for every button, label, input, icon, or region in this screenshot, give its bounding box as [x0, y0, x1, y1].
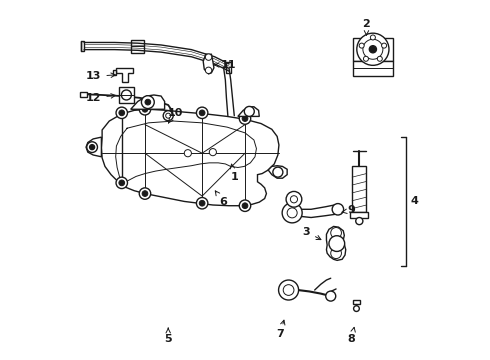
Text: 13: 13 [86, 71, 116, 81]
Circle shape [326, 291, 336, 301]
Circle shape [87, 142, 98, 153]
Polygon shape [326, 226, 346, 260]
Circle shape [283, 285, 294, 296]
Circle shape [245, 107, 254, 116]
Circle shape [382, 43, 387, 48]
Circle shape [196, 198, 208, 209]
Circle shape [119, 180, 124, 186]
Circle shape [331, 228, 342, 238]
Polygon shape [119, 87, 134, 103]
Circle shape [166, 113, 171, 118]
Circle shape [90, 145, 95, 150]
Circle shape [291, 196, 297, 203]
Text: 10: 10 [168, 108, 183, 123]
Polygon shape [238, 107, 259, 116]
Polygon shape [81, 41, 84, 51]
Text: 3: 3 [303, 227, 321, 240]
Circle shape [329, 236, 344, 251]
Circle shape [145, 99, 151, 105]
Polygon shape [131, 95, 165, 109]
Circle shape [331, 248, 342, 258]
Polygon shape [113, 70, 117, 75]
Circle shape [364, 56, 368, 61]
Text: 11: 11 [215, 60, 237, 70]
Circle shape [199, 201, 205, 206]
Circle shape [242, 203, 248, 208]
Circle shape [369, 46, 376, 53]
Polygon shape [353, 38, 392, 61]
Circle shape [356, 217, 363, 225]
Circle shape [209, 149, 217, 156]
Polygon shape [268, 166, 287, 178]
Polygon shape [204, 183, 222, 186]
Circle shape [199, 110, 205, 116]
Circle shape [142, 96, 154, 109]
Polygon shape [353, 300, 360, 304]
Circle shape [354, 306, 359, 311]
Polygon shape [210, 186, 216, 193]
Text: 4: 4 [411, 197, 418, 206]
Polygon shape [86, 137, 101, 157]
Circle shape [139, 188, 151, 199]
Circle shape [239, 113, 251, 124]
Polygon shape [350, 212, 368, 217]
Circle shape [116, 107, 127, 118]
Circle shape [205, 54, 212, 60]
Circle shape [359, 43, 364, 48]
Text: 5: 5 [164, 328, 172, 344]
Polygon shape [226, 62, 231, 73]
Circle shape [286, 192, 302, 207]
Circle shape [273, 167, 283, 177]
Circle shape [363, 39, 383, 59]
Text: 1: 1 [230, 164, 238, 182]
Polygon shape [131, 40, 144, 53]
Circle shape [332, 203, 343, 215]
Polygon shape [203, 54, 214, 74]
Circle shape [163, 111, 173, 121]
Circle shape [184, 150, 192, 157]
Circle shape [370, 35, 375, 40]
Polygon shape [352, 166, 367, 212]
Circle shape [282, 203, 302, 223]
Text: 6: 6 [215, 191, 227, 207]
Circle shape [196, 107, 208, 118]
Polygon shape [117, 68, 133, 82]
Polygon shape [353, 61, 392, 76]
Text: 8: 8 [347, 327, 355, 344]
Text: 12: 12 [86, 93, 116, 103]
Circle shape [357, 33, 389, 65]
Text: 7: 7 [276, 320, 285, 339]
Text: 2: 2 [363, 18, 370, 35]
Text: 9: 9 [342, 205, 355, 215]
Circle shape [142, 191, 148, 197]
Polygon shape [101, 109, 279, 206]
Circle shape [377, 56, 382, 61]
Circle shape [239, 200, 251, 211]
Circle shape [142, 107, 148, 112]
Circle shape [287, 208, 297, 218]
Circle shape [279, 280, 298, 300]
Circle shape [205, 67, 212, 73]
Circle shape [119, 110, 124, 116]
Circle shape [116, 177, 127, 189]
Circle shape [139, 104, 151, 115]
Polygon shape [80, 93, 87, 97]
Circle shape [122, 90, 131, 100]
Circle shape [242, 116, 248, 121]
